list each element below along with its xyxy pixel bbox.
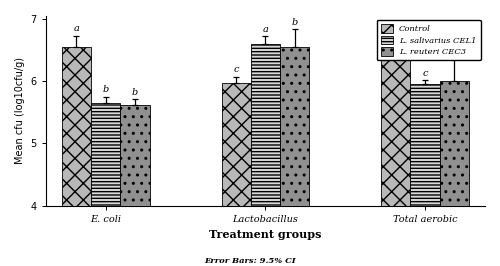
Text: b: b (132, 88, 138, 97)
Text: Error Bars: 9.5% CI: Error Bars: 9.5% CI (204, 257, 296, 265)
Bar (410, 84, 440, 206)
Bar (62, 47, 91, 206)
Text: a: a (74, 24, 80, 33)
Bar (280, 47, 310, 206)
Text: b: b (292, 18, 298, 27)
Bar (381, 45, 410, 206)
Text: b: b (452, 46, 458, 55)
Y-axis label: Mean cfu (log10cfu/g): Mean cfu (log10cfu/g) (15, 57, 25, 164)
Legend: Control, L. salivarius CEL1, L. reuteri CEC3: Control, L. salivarius CEL1, L. reuteri … (376, 20, 481, 60)
Text: c: c (422, 69, 428, 78)
Bar (120, 105, 150, 206)
Text: a: a (262, 25, 268, 34)
Bar (222, 83, 251, 206)
Bar (251, 44, 280, 206)
X-axis label: Treatment groups: Treatment groups (209, 229, 322, 240)
Text: a: a (393, 25, 399, 34)
Bar (91, 103, 120, 206)
Text: b: b (102, 85, 109, 94)
Text: c: c (234, 65, 239, 74)
Bar (440, 81, 469, 206)
